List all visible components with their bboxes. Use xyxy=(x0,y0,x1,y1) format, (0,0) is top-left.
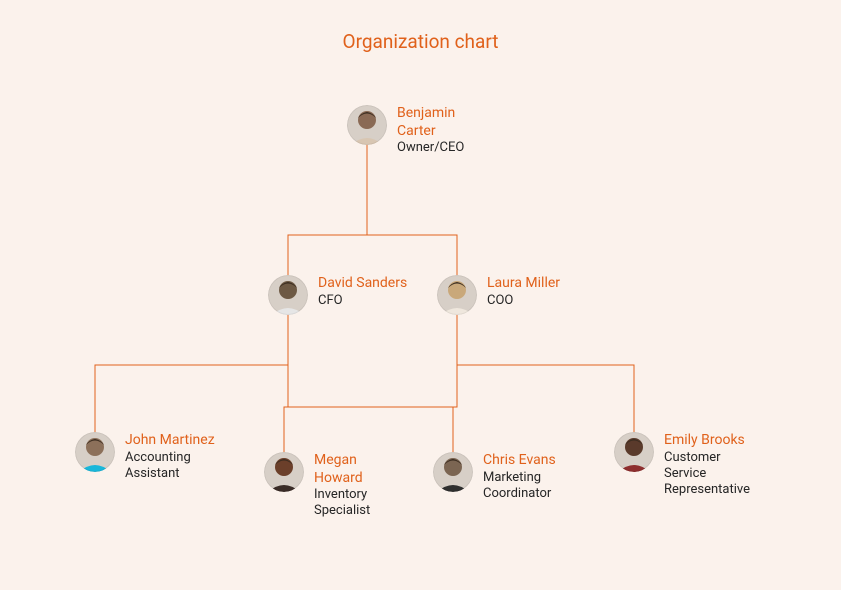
person-text: MeganHowardInventorySpecialist xyxy=(314,452,370,520)
person-name: Carter xyxy=(397,123,464,141)
person-node-david[interactable]: David SandersCFO xyxy=(268,275,407,315)
avatar-icon xyxy=(437,275,477,315)
person-role: Customer xyxy=(664,450,750,466)
person-text: John MartinezAccountingAssistant xyxy=(125,432,215,482)
edge-benjamin-laura xyxy=(367,145,457,275)
person-text: BenjaminCarterOwner/CEO xyxy=(397,105,464,156)
person-node-john[interactable]: John MartinezAccountingAssistant xyxy=(75,432,215,482)
person-name: Laura Miller xyxy=(487,275,560,293)
person-text: Laura MillerCOO xyxy=(487,275,560,309)
edge-david-megan xyxy=(284,315,288,452)
avatar-icon xyxy=(614,432,654,472)
person-role: Assistant xyxy=(125,466,215,482)
person-role: CFO xyxy=(318,293,407,309)
person-name: David Sanders xyxy=(318,275,407,293)
avatar-icon xyxy=(75,432,115,472)
edge-laura-emily xyxy=(457,315,634,432)
person-text: Emily BrooksCustomerServiceRepresentativ… xyxy=(664,432,750,498)
person-role: Marketing xyxy=(483,470,556,486)
edge-laura-chris xyxy=(453,315,457,452)
person-node-benjamin[interactable]: BenjaminCarterOwner/CEO xyxy=(347,105,464,156)
person-name: Megan xyxy=(314,452,370,470)
person-role: COO xyxy=(487,293,560,309)
connector-lines xyxy=(0,0,841,590)
person-name: Emily Brooks xyxy=(664,432,750,450)
person-role: Coordinator xyxy=(483,486,556,502)
person-node-emily[interactable]: Emily BrooksCustomerServiceRepresentativ… xyxy=(614,432,750,498)
person-name: Chris Evans xyxy=(483,452,556,470)
avatar-icon xyxy=(264,452,304,492)
edge-benjamin-david xyxy=(288,145,367,275)
person-role: Service xyxy=(664,466,750,482)
person-name: John Martinez xyxy=(125,432,215,450)
org-chart-canvas: Organization chart BenjaminCarterOwner/C… xyxy=(0,0,841,590)
person-node-megan[interactable]: MeganHowardInventorySpecialist xyxy=(264,452,370,520)
person-node-laura[interactable]: Laura MillerCOO xyxy=(437,275,560,315)
person-text: David SandersCFO xyxy=(318,275,407,309)
person-role: Specialist xyxy=(314,503,370,519)
chart-title: Organization chart xyxy=(0,30,841,53)
person-name: Howard xyxy=(314,470,370,488)
person-role: Owner/CEO xyxy=(397,140,464,156)
person-role: Representative xyxy=(664,482,750,498)
edge-david-chris xyxy=(288,315,453,452)
edge-david-john xyxy=(95,315,288,432)
avatar-icon xyxy=(433,452,473,492)
person-node-chris[interactable]: Chris EvansMarketingCoordinator xyxy=(433,452,556,502)
avatar-icon xyxy=(347,105,387,145)
avatar-icon xyxy=(268,275,308,315)
person-text: Chris EvansMarketingCoordinator xyxy=(483,452,556,502)
person-role: Inventory xyxy=(314,487,370,503)
person-role: Accounting xyxy=(125,450,215,466)
person-name: Benjamin xyxy=(397,105,464,123)
